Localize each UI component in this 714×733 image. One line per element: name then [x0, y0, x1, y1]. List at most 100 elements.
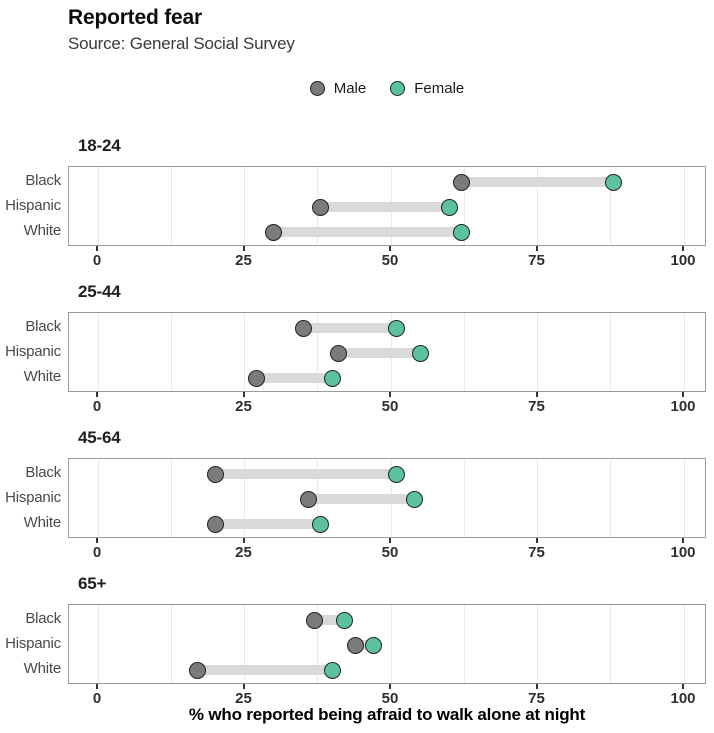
x-axis-tick: [96, 392, 98, 397]
facet-65-: 65+ Black Hispanic White 0 25 50 75 100: [0, 568, 714, 714]
category-label: White: [23, 514, 62, 531]
facet-45-64: 45-64 Black Hispanic White 0 25 50 75 100: [0, 422, 714, 568]
female-dot: [441, 198, 459, 216]
x-axis-tick: [242, 684, 245, 689]
x-axis-tick-label: 75: [528, 690, 545, 707]
category-label: Black: [25, 610, 61, 627]
male-dot: [189, 661, 207, 679]
female-dot: [405, 490, 423, 508]
gridline: [610, 167, 612, 245]
connector-bar: [314, 615, 345, 625]
male-dot: [206, 515, 224, 533]
gridline: [463, 605, 465, 683]
gridline: [244, 459, 245, 537]
x-axis-tick-label: 0: [92, 252, 102, 269]
gridline: [317, 605, 319, 683]
gridline: [683, 167, 685, 245]
gridline: [170, 167, 172, 245]
female-legend-dot-icon: [390, 80, 406, 96]
category-label: Hispanic: [5, 635, 61, 652]
chart-subtitle: Source: General Social Survey: [68, 34, 295, 53]
facet-18-24: 18-24 Black Hispanic White 0 25 50 75 100: [0, 130, 714, 276]
gridline: [170, 605, 172, 683]
x-axis-tick-label: 50: [381, 544, 399, 561]
male-dot: [247, 369, 265, 387]
x-axis-tick: [682, 392, 684, 397]
x-axis-tick: [535, 538, 538, 543]
gridline: [463, 313, 465, 391]
x-axis-title: % who reported being afraid to walk alon…: [188, 705, 586, 724]
facet-label: 45-64: [78, 428, 121, 447]
legend-label-male: Male: [333, 79, 367, 97]
gridline: [610, 459, 612, 537]
x-axis-tick: [682, 538, 684, 543]
gridline: [244, 605, 245, 683]
x-axis-tick-label: 0: [92, 544, 102, 561]
connector-bar: [197, 665, 333, 675]
x-axis-tick: [389, 392, 391, 397]
x-axis-tick-label: 25: [235, 690, 252, 707]
facet-panels: 18-24 Black Hispanic White 0 25 50 75 100 25-44 Bl…: [0, 130, 714, 714]
male-dot: [265, 223, 283, 241]
connector-bar: [273, 227, 462, 237]
x-axis-tick: [682, 684, 684, 689]
gridline: [537, 313, 538, 391]
gridline: [97, 313, 99, 391]
male-dot: [306, 611, 324, 629]
gridline: [537, 167, 538, 245]
facet-label: 65+: [78, 574, 107, 593]
gridline: [97, 605, 99, 683]
gridline: [170, 459, 172, 537]
x-axis-tick: [242, 246, 245, 251]
facet-plot-area: [68, 166, 706, 246]
connector-bar: [308, 494, 415, 504]
x-axis-tick-label: 25: [235, 252, 252, 269]
x-axis-tick: [535, 246, 538, 251]
x-axis-tick-label: 100: [670, 690, 696, 707]
male-dot: [312, 198, 330, 216]
x-axis-tick-label: 0: [92, 398, 102, 415]
connector-bar: [303, 323, 397, 333]
female-dot: [323, 661, 341, 679]
male-dot: [452, 173, 470, 191]
x-axis-tick: [96, 684, 98, 689]
facet-25-44: 25-44 Black Hispanic White 0 25 50 75 100: [0, 276, 714, 422]
gridline: [683, 605, 685, 683]
x-axis-tick-label: 75: [528, 252, 545, 269]
x-axis-tick-label: 100: [670, 398, 696, 415]
category-label: Hispanic: [5, 489, 61, 506]
facet-plot-area: [68, 312, 706, 392]
x-axis-tick: [535, 684, 538, 689]
female-dot: [312, 515, 330, 533]
category-label: Hispanic: [5, 343, 61, 360]
x-axis-tick: [682, 246, 684, 251]
facet-plot-area: [68, 604, 706, 684]
female-dot: [388, 319, 406, 337]
male-dot: [347, 636, 365, 654]
x-axis-tick-label: 0: [92, 690, 102, 707]
legend-label-female: Female: [414, 79, 465, 97]
connector-bar: [320, 202, 450, 212]
gridline: [537, 605, 538, 683]
gridline: [390, 605, 392, 683]
female-dot: [364, 636, 382, 654]
legend-item-female: Female: [390, 80, 464, 97]
x-axis-tick-label: 100: [670, 252, 696, 269]
connector-bar: [215, 469, 397, 479]
category-label: Black: [25, 172, 61, 189]
x-axis-tick-label: 75: [528, 398, 545, 415]
x-axis-tick: [242, 538, 245, 543]
x-axis-tick-label: 50: [381, 252, 399, 269]
category-label: Black: [25, 464, 61, 481]
gridline: [244, 313, 245, 391]
facet-label: 18-24: [78, 136, 121, 155]
x-axis-tick: [389, 246, 391, 251]
female-dot: [411, 344, 429, 362]
x-axis-tick: [389, 684, 391, 689]
chart-title: Reported fear: [68, 6, 202, 29]
female-dot: [605, 173, 623, 191]
gridline: [683, 313, 685, 391]
male-dot: [300, 490, 318, 508]
x-axis-tick: [96, 538, 98, 543]
